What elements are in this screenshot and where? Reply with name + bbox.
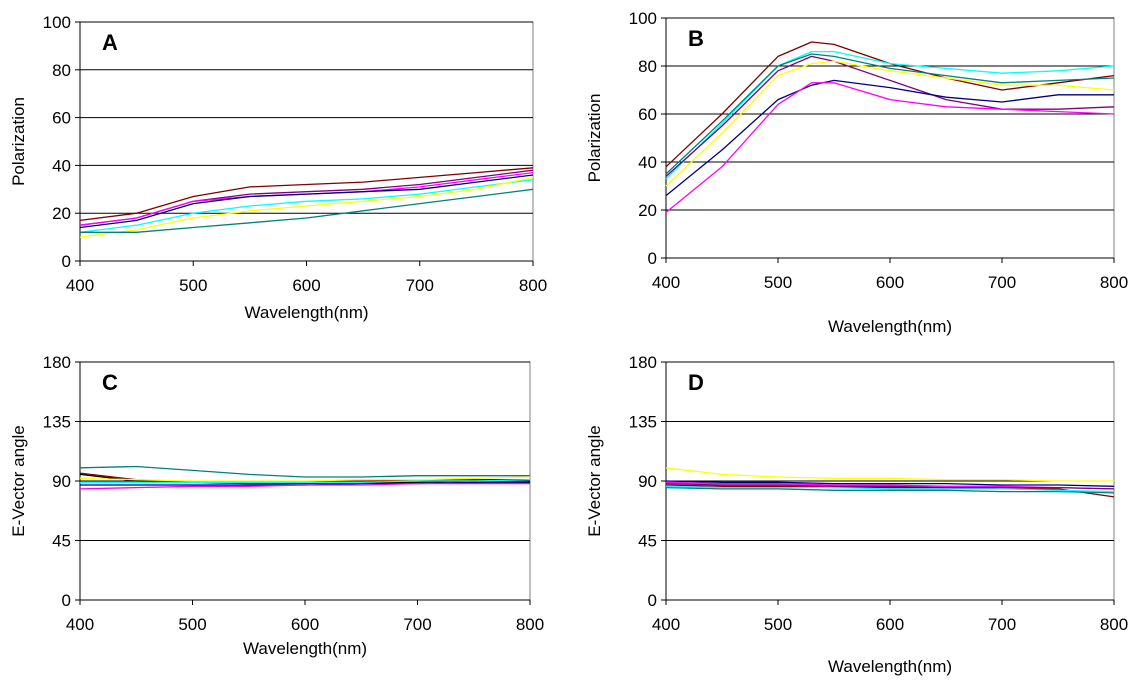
series-line-5 bbox=[665, 60, 1115, 187]
y-tick-label: 135 bbox=[629, 413, 657, 432]
x-tick-label: 600 bbox=[876, 615, 904, 634]
series-line-4 bbox=[665, 482, 1115, 490]
x-tick-label: 500 bbox=[179, 276, 207, 295]
x-tick-label: 800 bbox=[1100, 615, 1128, 634]
x-tick-label: 500 bbox=[764, 615, 792, 634]
series-line-3 bbox=[665, 53, 1115, 175]
chart-panel-b: 0 20 40 60 80 100 400 500 600 700 800 Wavelength(nm… bbox=[585, 9, 1128, 336]
y-tick-label: 80 bbox=[638, 57, 657, 76]
x-tick-label: 600 bbox=[876, 273, 904, 292]
chart-panel-c: 0 45 90 135 180 400 500 600 700 800 Wavelength(nm)… bbox=[9, 353, 544, 658]
x-tick-label: 800 bbox=[516, 615, 544, 634]
x-tick-label: 600 bbox=[291, 615, 319, 634]
x-tick-label: 400 bbox=[652, 273, 680, 292]
series-line-7 bbox=[665, 82, 1115, 213]
series-line-1 bbox=[79, 167, 534, 222]
y-tick-label: 60 bbox=[52, 109, 71, 128]
y-tick-label: 80 bbox=[52, 61, 71, 80]
y-tick-label: 180 bbox=[43, 353, 71, 372]
y-tick-label: 0 bbox=[648, 591, 657, 610]
y-tick-label: 45 bbox=[52, 532, 71, 551]
x-axis-label: Wavelength(nm) bbox=[828, 317, 952, 336]
series-line-6 bbox=[665, 79, 1114, 197]
y-tick-label: 180 bbox=[629, 353, 657, 372]
x-tick-label: 700 bbox=[988, 615, 1016, 634]
y-tick-label: 45 bbox=[638, 532, 657, 551]
x-tick-label: 800 bbox=[1100, 273, 1128, 292]
series-line-7 bbox=[80, 188, 534, 233]
plot-area bbox=[665, 17, 1115, 259]
chart-panel-d: 0 45 90 135 180 400 500 600 700 800 Wavelength(nm)… bbox=[585, 353, 1128, 676]
series-line-7 bbox=[665, 486, 1115, 494]
y-tick-label: 100 bbox=[43, 13, 71, 32]
y-tick-label: 40 bbox=[52, 156, 71, 175]
series-line-1 bbox=[79, 465, 530, 478]
y-tick-label: 0 bbox=[648, 249, 657, 268]
y-tick-label: 20 bbox=[52, 204, 71, 223]
x-tick-label: 400 bbox=[66, 615, 94, 634]
y-axis-label: E-Vector angle bbox=[9, 425, 28, 537]
y-axis-label: E-Vector angle bbox=[585, 425, 604, 537]
x-tick-label: 800 bbox=[519, 276, 547, 295]
panel-letter: A bbox=[102, 30, 118, 55]
series-line-5 bbox=[665, 484, 1115, 498]
series-line-4 bbox=[665, 55, 1115, 177]
panel-letter: D bbox=[688, 370, 704, 395]
y-tick-label: 40 bbox=[638, 153, 657, 172]
panel-letter: B bbox=[688, 26, 704, 51]
x-tick-label: 700 bbox=[406, 276, 434, 295]
series-line-2 bbox=[665, 50, 1115, 180]
y-tick-label: 100 bbox=[629, 9, 657, 28]
x-tick-label: 500 bbox=[178, 615, 206, 634]
panel-letter: C bbox=[102, 370, 118, 395]
y-tick-label: 135 bbox=[43, 413, 71, 432]
x-tick-label: 700 bbox=[403, 615, 431, 634]
y-axis-label: Polarization bbox=[9, 97, 28, 186]
x-axis-label: Wavelength(nm) bbox=[243, 639, 367, 658]
series-line-2 bbox=[665, 480, 1115, 487]
x-axis-label: Wavelength(nm) bbox=[828, 657, 952, 676]
series-line-1 bbox=[665, 467, 1114, 482]
y-tick-label: 20 bbox=[638, 201, 657, 220]
y-tick-label: 90 bbox=[52, 472, 71, 491]
series-line-7 bbox=[79, 482, 530, 490]
chart-panel-a: 0 20 40 60 80 100 400 500 600 700 800 Wavelength(nm… bbox=[9, 13, 547, 322]
y-tick-label: 60 bbox=[638, 105, 657, 124]
y-tick-label: 0 bbox=[62, 591, 71, 610]
x-tick-label: 600 bbox=[292, 276, 320, 295]
series-line-6 bbox=[79, 176, 534, 238]
x-tick-label: 700 bbox=[988, 273, 1016, 292]
series-line-6 bbox=[665, 485, 1115, 493]
x-tick-label: 400 bbox=[652, 615, 680, 634]
y-tick-label: 0 bbox=[62, 252, 71, 271]
series-line-4 bbox=[79, 174, 534, 229]
series-line-1 bbox=[665, 41, 1115, 168]
x-tick-label: 400 bbox=[66, 276, 94, 295]
y-tick-label: 90 bbox=[638, 472, 657, 491]
series-line-4 bbox=[79, 476, 531, 482]
series-line-5 bbox=[80, 479, 531, 483]
y-axis-label: Polarization bbox=[585, 94, 604, 183]
x-axis-label: Wavelength(nm) bbox=[244, 303, 368, 322]
x-tick-label: 500 bbox=[764, 273, 792, 292]
series-line-5 bbox=[79, 179, 534, 233]
plot-area bbox=[79, 21, 534, 262]
